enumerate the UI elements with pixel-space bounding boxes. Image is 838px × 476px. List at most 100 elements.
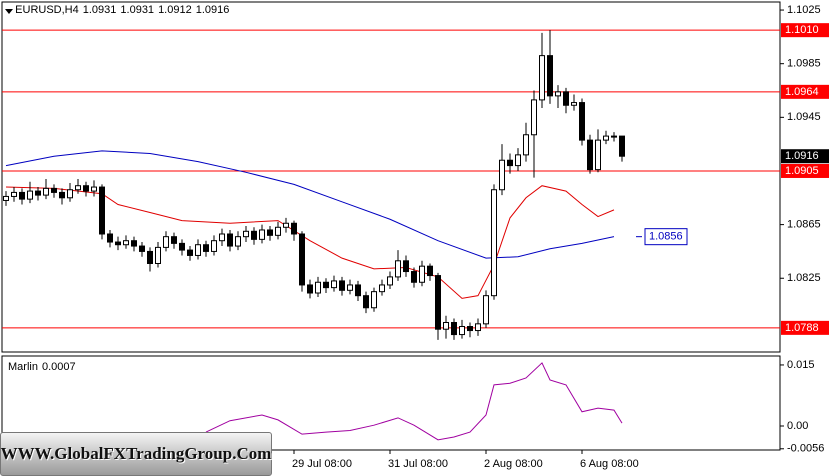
indicator-value: 0.0007 [41, 361, 76, 373]
ma-box [644, 228, 688, 246]
candle-body [307, 284, 313, 294]
candle-body [371, 291, 377, 309]
candle-body [35, 190, 41, 196]
candle-body [291, 222, 297, 235]
candle-body [59, 191, 65, 199]
indicator-tick-label: 0.00 [787, 420, 808, 432]
candle-body [91, 186, 97, 192]
level-label-box [781, 23, 829, 38]
level-label: 1.1010 [785, 24, 819, 36]
menu-arrow [5, 9, 13, 14]
candle-body [195, 244, 201, 256]
price-label: 1.0916 [785, 150, 819, 162]
level-label-box [781, 320, 829, 335]
candle-body [555, 91, 561, 97]
candle-body [163, 236, 169, 248]
candle-body [275, 226, 281, 236]
candle-body [379, 284, 385, 293]
price-box [781, 149, 829, 164]
candle-body [499, 159, 505, 191]
candle-body [571, 102, 577, 106]
x-tick-label: 31 Jul 08:00 [388, 458, 448, 470]
candle-body [211, 240, 217, 252]
indicator-name: Marlin [8, 361, 38, 373]
candle-body [3, 195, 9, 201]
candle-body [427, 265, 433, 277]
candle-body [83, 185, 89, 192]
candle-body [515, 154, 521, 167]
moving-average [5, 150, 615, 259]
candle-body [115, 241, 121, 246]
x-tick-label: 6 Aug 08:00 [580, 458, 639, 470]
candle-body [347, 284, 353, 291]
candle-body [315, 281, 321, 294]
y-tick-label: 1.0945 [787, 111, 821, 123]
candle-body [531, 99, 537, 136]
indicator-tick-label: -0.0056 [787, 443, 824, 455]
level-label: 1.0788 [785, 322, 819, 334]
y-tick-label: 1.0825 [787, 272, 821, 284]
x-tick-label: 2 Aug 08:00 [484, 458, 543, 470]
candle-body [443, 321, 449, 330]
indicator-tick-label: 0.015 [787, 359, 815, 371]
candle-body [603, 135, 609, 141]
candle-body [267, 229, 273, 236]
main-frame [1, 1, 781, 353]
candle-body [107, 233, 113, 243]
candle-body [467, 326, 473, 332]
close: 1.0916 [195, 4, 230, 16]
candle-body [579, 102, 585, 141]
candle-body [51, 187, 57, 193]
candle-body [251, 230, 257, 240]
candle-body [451, 321, 457, 336]
candle-body [619, 135, 625, 157]
candle-body [171, 236, 177, 244]
candle-body [67, 189, 73, 199]
candle-body [355, 284, 361, 297]
candle-body [203, 244, 209, 252]
candle-body [131, 240, 137, 247]
candle-body [147, 250, 153, 264]
candle-body [611, 135, 617, 138]
candle-body [139, 245, 145, 252]
candle-body [123, 240, 129, 246]
watermark: WWW.GlobalFXTradingGroup.Com [0, 432, 272, 476]
candle-body [363, 295, 369, 309]
level-label-box [781, 163, 829, 178]
symbol: EURUSD,H4 [15, 4, 79, 16]
candle-body [491, 189, 497, 297]
level-label-box [781, 84, 829, 99]
candle-body [411, 271, 417, 283]
candle-body [259, 229, 265, 240]
candle-body [27, 190, 33, 200]
candle-body [19, 191, 25, 200]
candle-body [435, 275, 441, 330]
candle-body [539, 55, 545, 101]
candle-body [235, 236, 241, 247]
candle-body [483, 295, 489, 325]
candle-body [227, 233, 233, 247]
candle-body [243, 230, 249, 238]
indicator-header: Marlin 0.0007 [8, 361, 80, 373]
candle-body [507, 159, 513, 167]
candle-body [587, 139, 593, 171]
candle-body [219, 233, 225, 242]
candle-body [403, 260, 409, 273]
candle-body [563, 91, 569, 106]
level-label: 1.0964 [785, 86, 819, 98]
candle-body [331, 280, 337, 289]
candle-body [187, 249, 193, 256]
candle-body [395, 260, 401, 278]
candle-body [523, 134, 529, 156]
candle-body [323, 281, 329, 289]
candle-body [419, 265, 425, 283]
candle-body [179, 242, 185, 251]
candle-body [339, 280, 345, 291]
candle-body [299, 233, 305, 286]
y-tick-label: 1.0985 [787, 58, 821, 70]
indicator-line [205, 362, 623, 441]
candle-body [155, 246, 161, 264]
x-tick-label: 29 Jul 08:00 [292, 458, 352, 470]
high: 1.0931 [120, 4, 155, 16]
header: EURUSD,H4 1.0931 1.0931 1.0912 1.0916 [6, 4, 233, 16]
